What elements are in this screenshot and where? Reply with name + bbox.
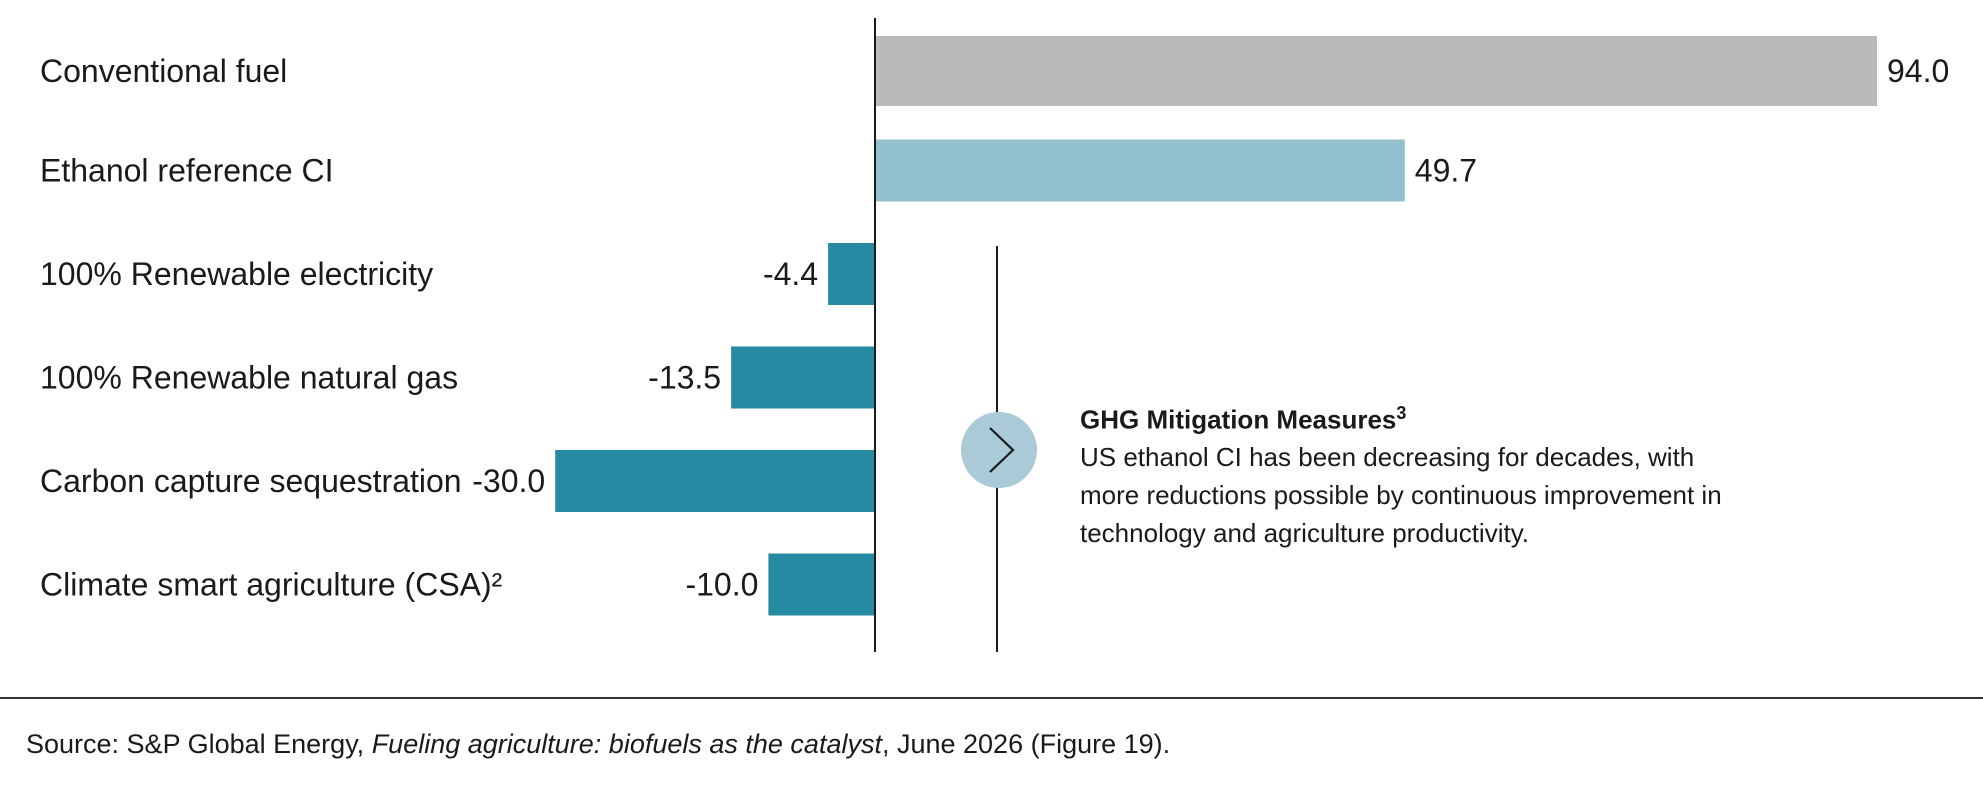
- bar: [555, 450, 875, 512]
- annotation-line: US ethanol CI has been decreasing for de…: [1080, 441, 1695, 472]
- annotation-line: more reductions possible by continuous i…: [1080, 479, 1722, 510]
- bar: [768, 553, 875, 616]
- category-label: Carbon capture sequestration: [40, 463, 462, 499]
- value-label: -30.0: [472, 463, 545, 499]
- value-label: -4.4: [763, 256, 818, 292]
- labels-group: Conventional fuel 94.0 Ethanol reference C…: [40, 53, 1949, 603]
- bar: [875, 139, 1405, 202]
- source-title: Fueling agriculture: biofuels as the cat…: [371, 729, 882, 759]
- bar: [875, 36, 1877, 106]
- annotation-title-footnote: 3: [1396, 403, 1407, 423]
- category-label: 100% Renewable electricity: [40, 256, 433, 292]
- chevron-right-icon: [961, 412, 1037, 488]
- value-label: -13.5: [648, 360, 721, 396]
- annotation-line: technology and agriculture productivity.: [1080, 517, 1529, 548]
- bar: [828, 243, 875, 305]
- source-note: Source: S&P Global Energy, Fueling agric…: [26, 729, 1171, 759]
- footer-divider: [0, 697, 1983, 699]
- value-label: -10.0: [685, 567, 758, 603]
- bar: [731, 346, 875, 409]
- category-label: 100% Renewable natural gas: [40, 360, 458, 396]
- value-label: 94.0: [1887, 53, 1949, 89]
- annotation-block: GHG Mitigation Measures3 US ethanol CI h…: [1080, 395, 1840, 552]
- chart: Conventional fuel 94.0 Ethanol reference C…: [40, 18, 1949, 652]
- value-label: 49.7: [1415, 153, 1477, 189]
- category-label: Conventional fuel: [40, 53, 287, 89]
- bars-group: [555, 36, 1877, 616]
- category-label: Ethanol reference CI: [40, 153, 334, 189]
- annotation-title: GHG Mitigation Measures3: [1080, 403, 1407, 435]
- category-label: Climate smart agriculture (CSA)²: [40, 567, 503, 603]
